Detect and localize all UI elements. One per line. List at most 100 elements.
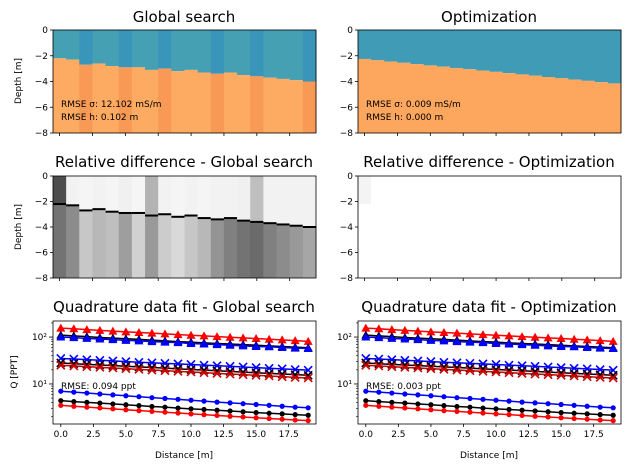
triangle-point [82, 325, 92, 334]
upper-layer-cell [515, 30, 530, 75]
reldiff-upper-cell [276, 176, 291, 225]
title-fit-optimization: Quadrature data fit - Optimization [361, 298, 616, 316]
triangle-point [361, 323, 371, 332]
dot-point [454, 403, 460, 410]
upper-layer-cell [223, 30, 238, 73]
lower-layer-cell [118, 67, 133, 133]
reldiff-lower-cell [145, 215, 159, 278]
lower-layer-cell [184, 69, 199, 133]
x-point [439, 364, 449, 374]
dot-point [214, 399, 220, 405]
dot-point [428, 407, 434, 413]
reldiff-lower-cell [197, 218, 212, 278]
triangle-point [134, 336, 144, 345]
dot-point [58, 402, 64, 408]
reldiff-lower-cell [210, 219, 225, 278]
upper-layer-cell [397, 30, 412, 63]
lower-layer-cell [423, 65, 438, 133]
lower-layer-cell [145, 69, 159, 133]
dot-point [292, 404, 298, 410]
dot-point [454, 395, 460, 401]
panel-frame [357, 320, 622, 425]
dot-point [415, 392, 421, 398]
lower-layer-cell [555, 78, 569, 133]
dot-point [253, 410, 259, 416]
dot-point [506, 398, 512, 404]
dot-point [610, 418, 616, 424]
dot-point [84, 390, 90, 396]
dot-point [363, 402, 369, 408]
reldiff-upper-cell [92, 176, 107, 210]
reldiff-lower-cell [263, 223, 278, 278]
triangle-point [608, 336, 618, 345]
x-stroke [199, 368, 209, 378]
x-stroke [543, 370, 553, 380]
dot-point [441, 408, 447, 414]
lower-layer-cell [66, 59, 80, 133]
x-stroke [82, 362, 92, 372]
reldiff-upper-cell [197, 176, 212, 219]
upper-layer-cell [502, 30, 517, 74]
x-point [608, 373, 618, 383]
dot-point [292, 417, 298, 423]
dot-point [584, 403, 590, 409]
upper-layer-cell [289, 30, 304, 81]
dot-point [545, 414, 551, 420]
triangle-point [56, 323, 66, 332]
ytick-label: 10² [32, 333, 47, 343]
dot-point [389, 390, 395, 396]
x-point [556, 370, 566, 380]
dot-point [571, 415, 577, 422]
dot-point [188, 397, 194, 403]
dot-point [558, 401, 564, 408]
dot-point [162, 404, 168, 410]
dot-point [402, 391, 408, 397]
upper-layer-cell [450, 30, 464, 68]
title-fit-global: Quadrature data fit - Global search [53, 298, 315, 316]
dot-point [58, 398, 64, 404]
dot-point [266, 402, 272, 408]
dot-point [480, 405, 486, 411]
dot-point [597, 417, 603, 423]
dot-point [110, 406, 116, 412]
upper-layer-cell [476, 30, 490, 71]
x-stroke [387, 362, 397, 372]
dot-point [441, 394, 447, 400]
reldiff-upper-cell [105, 176, 120, 212]
upper-layer-cell [105, 30, 120, 67]
title-optimization: Optimization [441, 8, 537, 26]
dot-point [136, 408, 142, 414]
dot-point [136, 394, 142, 400]
ytick-label: 0 [42, 172, 48, 182]
dot-point [480, 396, 486, 402]
xtick-label: 7.5 [151, 430, 165, 440]
ytick-label: −6 [340, 249, 354, 259]
dot-point [506, 406, 512, 413]
upper-layer-cell [581, 30, 596, 81]
dot-point [532, 413, 538, 419]
lower-layer-cell [276, 78, 291, 133]
dot-point [597, 404, 603, 410]
lower-layer-cell [384, 61, 398, 134]
x-point [186, 367, 196, 377]
reldiff-upper-cell [263, 176, 278, 224]
ytick-label: −2 [35, 198, 48, 208]
dot-point [97, 405, 103, 411]
triangle-point [82, 333, 92, 342]
dot-point [162, 395, 168, 402]
lower-layer-cell [223, 72, 238, 133]
triangle-point [452, 328, 462, 337]
reldiff-upper-cell [118, 176, 133, 213]
triangle-point [439, 336, 449, 345]
lower-layer-cell [358, 58, 372, 133]
reldiff-lower-cell [223, 218, 238, 278]
dot-point [123, 402, 129, 408]
x-stroke [452, 365, 462, 375]
x-stroke [147, 365, 157, 375]
dot-point [110, 401, 116, 407]
xtick-label: 2.5 [391, 430, 405, 440]
dot-point [136, 403, 142, 409]
dot-point [389, 399, 395, 405]
ytick-label: −6 [35, 249, 49, 259]
upper-layer-cell [53, 30, 67, 59]
